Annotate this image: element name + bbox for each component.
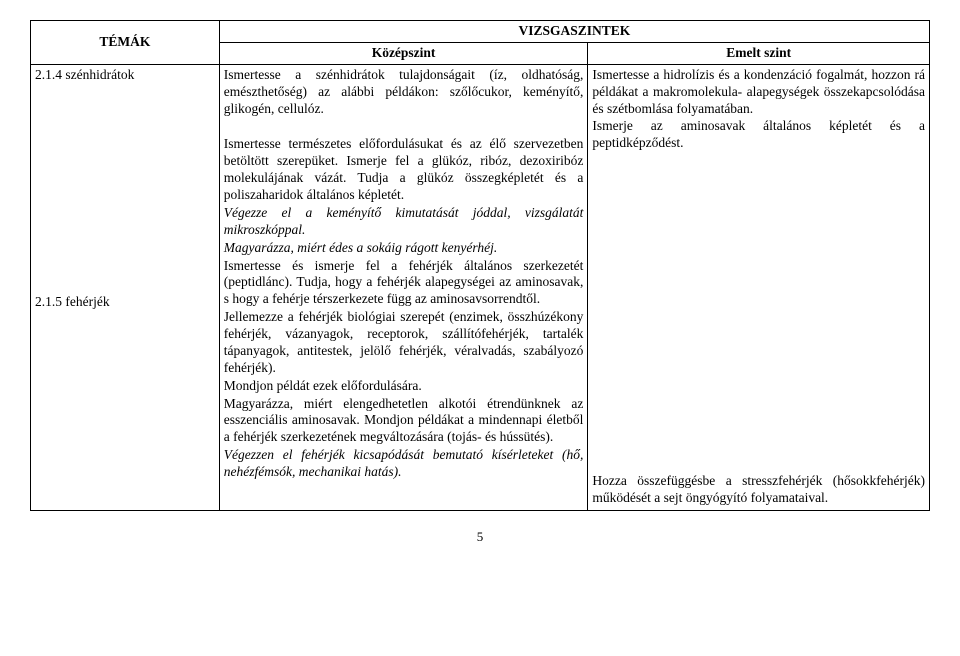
topic-spacer [35, 84, 215, 294]
topics-cell: 2.1.4 szénhidrátok 2.1.5 fehérjék [31, 64, 220, 510]
topic-1: 2.1.4 szénhidrátok [35, 67, 215, 84]
kozep-p7: Mondjon példát ezek előfordulására. [224, 378, 584, 395]
header-vizsgaszintek: VIZSGASZINTEK [219, 21, 929, 43]
header-emelt-text: Emelt szint [726, 45, 791, 60]
header-temak: TÉMÁK [31, 21, 220, 65]
kozep-p1: Ismertesse a szénhidrátok tulajdonságait… [224, 67, 584, 118]
kozep-p5: Ismertesse és ismerje fel a fehérjék ált… [224, 258, 584, 309]
page-number: 5 [30, 529, 930, 545]
kozepszint-cell: Ismertesse a szénhidrátok tulajdonságait… [219, 64, 588, 510]
topic-2: 2.1.5 fehérjék [35, 294, 215, 311]
header-kozepszint: Középszint [219, 42, 588, 64]
header-temak-text: TÉMÁK [99, 34, 150, 49]
header-kozepszint-text: Középszint [372, 45, 436, 60]
header-vizsgaszintek-text: VIZSGASZINTEK [518, 23, 630, 38]
emelt-cell: Ismertesse a hidrolízis és a kondenzáció… [588, 64, 930, 510]
kozep-p2: Ismertesse természetes előfordulásukat é… [224, 136, 584, 204]
emelt-spacer [592, 153, 925, 473]
header-emelt: Emelt szint [588, 42, 930, 64]
emelt-p3: Hozza összefüggésbe a stresszfehérjék (h… [592, 473, 925, 507]
spacer [224, 118, 584, 136]
content-row: 2.1.4 szénhidrátok 2.1.5 fehérjék Ismert… [31, 64, 930, 510]
emelt-p1: Ismertesse a hidrolízis és a kondenzáció… [592, 67, 925, 118]
emelt-p2: Ismerje az aminosavak általános képletét… [592, 118, 925, 152]
kozep-p9: Végezzen el fehérjék kicsapódását bemuta… [224, 447, 584, 481]
kozep-p4: Magyarázza, miért édes a sokáig rágott k… [224, 240, 584, 257]
header-row-1: TÉMÁK VIZSGASZINTEK [31, 21, 930, 43]
kozep-p8: Magyarázza, miért elengedhetetlen alkotó… [224, 396, 584, 447]
kozep-p6: Jellemezze a fehérjék biológiai szerepét… [224, 309, 584, 377]
kozep-p3: Végezze el a keményítő kimutatását jódda… [224, 205, 584, 239]
curriculum-table: TÉMÁK VIZSGASZINTEK Középszint Emelt szi… [30, 20, 930, 511]
